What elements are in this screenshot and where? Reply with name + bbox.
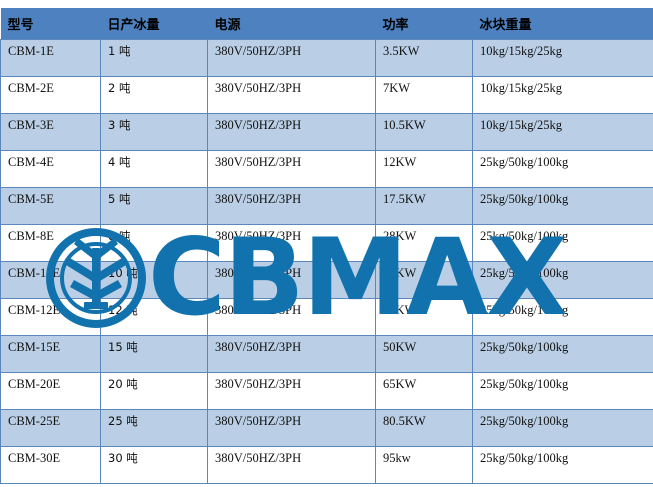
cell-model: CBM-5E	[0, 186, 101, 225]
cell-model: CBM-3E	[0, 112, 101, 151]
cell-model: CBM-8E	[0, 223, 101, 262]
cell-power: 10.5KW	[375, 112, 473, 151]
table-row: CBM-2E 2 吨 380V/50HZ/3PH 7KW 10kg/15kg/25kg	[0, 75, 653, 114]
cell-power_supply: 380V/50HZ/3PH	[207, 149, 376, 188]
table-header-row: 型号 日产冰量 电源 功率 冰块重量	[0, 8, 653, 39]
cell-ice_weight: 25kg/50kg/100kg	[472, 445, 653, 484]
cell-output: 15 吨	[100, 334, 208, 373]
column-header-power-supply: 电源	[214, 17, 241, 33]
cell-ice_weight: 25kg/50kg/100kg	[472, 149, 653, 188]
cell-power_supply: 380V/50HZ/3PH	[207, 297, 376, 336]
cell-power: 80.5KW	[375, 408, 473, 447]
table-row: CBM-5E 5 吨 380V/50HZ/3PH 17.5KW 25kg/50kg/10…	[0, 186, 653, 225]
cell-model: CBM-1E	[0, 38, 101, 77]
cell-power: 3.5KW	[375, 38, 473, 77]
table-row: CBM-12E 12 吨 380V/50HZ/3PH 42KW 25kg/50kg/10…	[0, 297, 653, 336]
cell-power_supply: 380V/50HZ/3PH	[207, 75, 376, 114]
cell-model: CBM-25E	[0, 408, 101, 447]
cell-ice_weight: 25kg/50kg/100kg	[472, 371, 653, 410]
cell-power: 35KW	[375, 260, 473, 299]
cell-output: 8 吨	[100, 223, 208, 262]
cell-model: CBM-10E	[0, 260, 101, 299]
cell-output: 1 吨	[100, 38, 208, 77]
cell-power: 17.5KW	[375, 186, 473, 225]
cell-output: 5 吨	[100, 186, 208, 225]
cell-power: 42KW	[375, 297, 473, 336]
cell-power_supply: 380V/50HZ/3PH	[207, 371, 376, 410]
column-header-power: 功率	[382, 17, 409, 33]
cell-model: CBM-15E	[0, 334, 101, 373]
cell-ice_weight: 25kg/50kg/100kg	[472, 297, 653, 336]
table-row: CBM-4E 4 吨 380V/50HZ/3PH 12KW 25kg/50kg/100k…	[0, 149, 653, 188]
cell-ice_weight: 10kg/15kg/25kg	[472, 112, 653, 151]
column-header-ice-weight: 冰块重量	[479, 17, 532, 33]
cell-ice_weight: 25kg/50kg/100kg	[472, 334, 653, 373]
table-row: CBM-30E 30 吨 380V/50HZ/3PH 95kw 25kg/50kg/10…	[0, 445, 653, 484]
cell-output: 20 吨	[100, 371, 208, 410]
cell-power: 12KW	[375, 149, 473, 188]
table-header: 型号 日产冰量 电源 功率 冰块重量	[0, 8, 653, 39]
cell-model: CBM-30E	[0, 445, 101, 484]
cell-power: 50KW	[375, 334, 473, 373]
cell-output: 10 吨	[100, 260, 208, 299]
table-row: CBM-10E 10 吨 380V/50HZ/3PH 35KW 25kg/50kg/10…	[0, 260, 653, 299]
table-row: CBM-25E 25 吨 380V/50HZ/3PH 80.5KW 25kg/50kg/…	[0, 408, 653, 447]
cell-ice_weight: 10kg/15kg/25kg	[472, 75, 653, 114]
cell-model: CBM-2E	[0, 75, 101, 114]
cell-output: 3 吨	[100, 112, 208, 151]
ice-machine-spec-table: 型号 日产冰量 电源 功率 冰块重量 CBM-1E 1 吨 380V/50HZ/3P…	[0, 8, 653, 484]
cell-power: 95kw	[375, 445, 473, 484]
cell-power_supply: 380V/50HZ/3PH	[207, 112, 376, 151]
cell-output: 4 吨	[100, 149, 208, 188]
cell-model: CBM-4E	[0, 149, 101, 188]
cell-power_supply: 380V/50HZ/3PH	[207, 445, 376, 484]
cell-ice_weight: 25kg/50kg/100kg	[472, 408, 653, 447]
cell-power: 28KW	[375, 223, 473, 262]
cell-power: 7KW	[375, 75, 473, 114]
cell-power_supply: 380V/50HZ/3PH	[207, 223, 376, 262]
spec-table-container: 型号 日产冰量 电源 功率 冰块重量 CBM-1E 1 吨 380V/50HZ/3P…	[0, 8, 653, 484]
cell-ice_weight: 25kg/50kg/100kg	[472, 223, 653, 262]
cell-power_supply: 380V/50HZ/3PH	[207, 334, 376, 373]
cell-output: 25 吨	[100, 408, 208, 447]
column-header-model: 型号	[7, 17, 34, 33]
cell-output: 12 吨	[100, 297, 208, 336]
cell-output: 30 吨	[100, 445, 208, 484]
cell-ice_weight: 10kg/15kg/25kg	[472, 38, 653, 77]
cell-ice_weight: 25kg/50kg/100kg	[472, 186, 653, 225]
cell-model: CBM-12E	[0, 297, 101, 336]
cell-power: 65KW	[375, 371, 473, 410]
cell-ice_weight: 25kg/50kg/100kg	[472, 260, 653, 299]
cell-power_supply: 380V/50HZ/3PH	[207, 38, 376, 77]
table-row: CBM-8E 8 吨 380V/50HZ/3PH 28KW 25kg/50kg/100k…	[0, 223, 653, 262]
cell-output: 2 吨	[100, 75, 208, 114]
cell-model: CBM-20E	[0, 371, 101, 410]
cell-power_supply: 380V/50HZ/3PH	[207, 260, 376, 299]
table-row: CBM-3E 3 吨 380V/50HZ/3PH 10.5KW 10kg/15kg/25…	[0, 112, 653, 151]
cell-power_supply: 380V/50HZ/3PH	[207, 408, 376, 447]
table-row: CBM-20E 20 吨 380V/50HZ/3PH 65KW 25kg/50kg/10…	[0, 371, 653, 410]
cell-power_supply: 380V/50HZ/3PH	[207, 186, 376, 225]
table-row: CBM-1E 1 吨 380V/50HZ/3PH 3.5KW 10kg/15kg/25k…	[0, 38, 653, 77]
column-header-output: 日产冰量	[107, 17, 160, 33]
table-body: CBM-1E 1 吨 380V/50HZ/3PH 3.5KW 10kg/15kg/25k…	[0, 38, 653, 484]
table-row: CBM-15E 15 吨 380V/50HZ/3PH 50KW 25kg/50kg/10…	[0, 334, 653, 373]
